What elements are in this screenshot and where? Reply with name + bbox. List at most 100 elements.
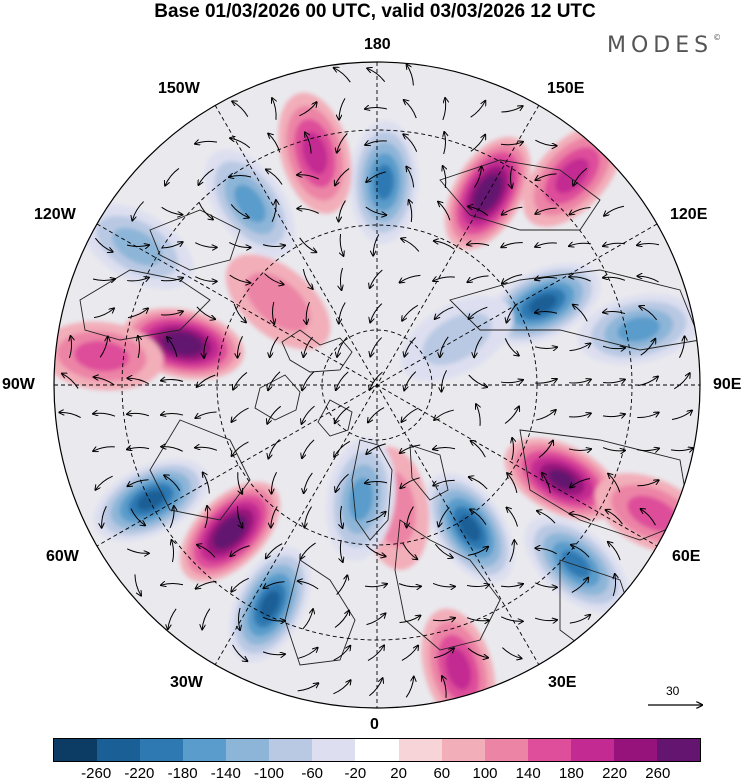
wind-arrow <box>370 371 383 390</box>
colorbar-tick-label: 140 <box>515 765 541 782</box>
wind-arrow <box>230 545 250 556</box>
wind-arrow <box>537 511 556 524</box>
wind-arrow <box>93 447 115 451</box>
wind-arrow <box>262 651 285 655</box>
wind-arrow <box>369 678 382 697</box>
wind-arrow <box>603 311 626 313</box>
wind-arrow <box>467 647 488 657</box>
wind-arrow <box>297 175 320 180</box>
wind-arrow <box>366 613 386 626</box>
wind-arrow <box>434 543 452 557</box>
wind-arrow <box>195 276 216 282</box>
lon-label-150w: 150W <box>158 80 200 97</box>
positive-anomaly <box>225 254 331 350</box>
wind-arrow <box>172 540 174 563</box>
wind-arrow <box>366 171 386 182</box>
wind-arrow <box>432 583 455 586</box>
wind-arrow <box>501 242 523 248</box>
wind-arrow <box>670 448 693 451</box>
brand-mark: © <box>713 33 722 42</box>
wind-arrow <box>229 274 251 283</box>
wind-arrow <box>99 337 108 358</box>
wind-arrow <box>603 379 625 382</box>
wind-vectors <box>59 65 693 698</box>
wind-arrow <box>406 167 415 188</box>
wind-arrow <box>340 505 342 528</box>
wind-arrow <box>161 413 184 415</box>
wind-arrow <box>535 139 556 146</box>
wind-arrow <box>433 479 455 485</box>
positive-anomaly <box>278 92 352 214</box>
wind-arrow <box>339 302 346 323</box>
wind-arrow <box>127 479 149 486</box>
wind-arrow <box>304 506 312 528</box>
wind-arrow <box>602 346 625 348</box>
colorbar-swatch <box>269 739 313 761</box>
negative-anomaly <box>80 203 194 290</box>
wind-arrow <box>569 243 592 246</box>
vector-scale-label: 30 <box>666 684 680 698</box>
colorbar-tick-label: -140 <box>210 765 241 782</box>
wind-arrow <box>161 311 183 315</box>
anomaly-contour <box>478 181 497 206</box>
wind-arrow <box>126 245 149 247</box>
colorbar-swatch <box>570 739 614 761</box>
wind-arrow <box>444 132 446 155</box>
wind-arrow <box>570 478 591 488</box>
wind-arrow <box>271 506 278 527</box>
wind-arrow <box>69 336 71 359</box>
wind-arrow <box>302 609 313 630</box>
wind-arrow <box>507 303 518 322</box>
wind-arrow <box>204 335 209 358</box>
wind-arrow <box>127 413 150 415</box>
wind-arrow <box>195 242 217 248</box>
wind-arrow <box>230 204 249 217</box>
wind-arrow <box>165 168 180 185</box>
wind-arrow <box>270 336 279 357</box>
wind-arrow <box>637 413 658 418</box>
wind-arrow <box>336 371 349 390</box>
wind-arrow <box>340 267 342 290</box>
wind-arrow <box>59 412 81 419</box>
colorbar-swatch <box>226 739 270 761</box>
colorbar-tick-label: -220 <box>124 765 155 782</box>
wind-arrow <box>602 414 625 417</box>
lon-label-90e: 90E <box>713 376 742 393</box>
wind-arrow <box>271 472 277 493</box>
anomaly-contour <box>459 514 481 542</box>
wind-arrow <box>335 406 350 424</box>
wind-arrow <box>198 202 213 219</box>
wind-arrow <box>339 200 346 222</box>
wind-arrow <box>334 440 351 456</box>
wind-arrow <box>640 339 656 356</box>
wind-arrow <box>568 449 591 451</box>
colorbar-swatch <box>312 739 356 761</box>
colorbar-swatch <box>527 739 571 761</box>
wind-arrow <box>535 173 557 180</box>
wind-arrow <box>334 611 349 628</box>
wind-arrow <box>604 205 625 215</box>
wind-arrow <box>613 574 615 597</box>
wind-arrow <box>367 68 386 83</box>
brand-logo: MODES© <box>607 33 721 58</box>
wind-arrow <box>535 311 558 313</box>
lon-label-0: 0 <box>370 716 379 733</box>
wind-arrow <box>373 234 380 255</box>
wind-arrow <box>637 376 658 387</box>
wind-arrow <box>334 68 351 83</box>
wind-arrow <box>509 540 515 562</box>
wind-arrow <box>400 274 421 282</box>
lon-label-60w: 60W <box>46 548 79 565</box>
wind-arrow <box>637 243 660 245</box>
wind-arrow <box>468 374 487 387</box>
wind-arrow <box>641 509 656 526</box>
wind-arrow <box>197 374 216 387</box>
colorbar-tick-label: 20 <box>390 765 407 782</box>
wind-arrow <box>639 306 658 321</box>
wind-arrow <box>302 371 315 391</box>
wind-arrow <box>95 475 113 490</box>
wind-arrow <box>407 65 414 86</box>
wind-arrow <box>195 411 217 418</box>
wind-arrow <box>195 447 218 451</box>
